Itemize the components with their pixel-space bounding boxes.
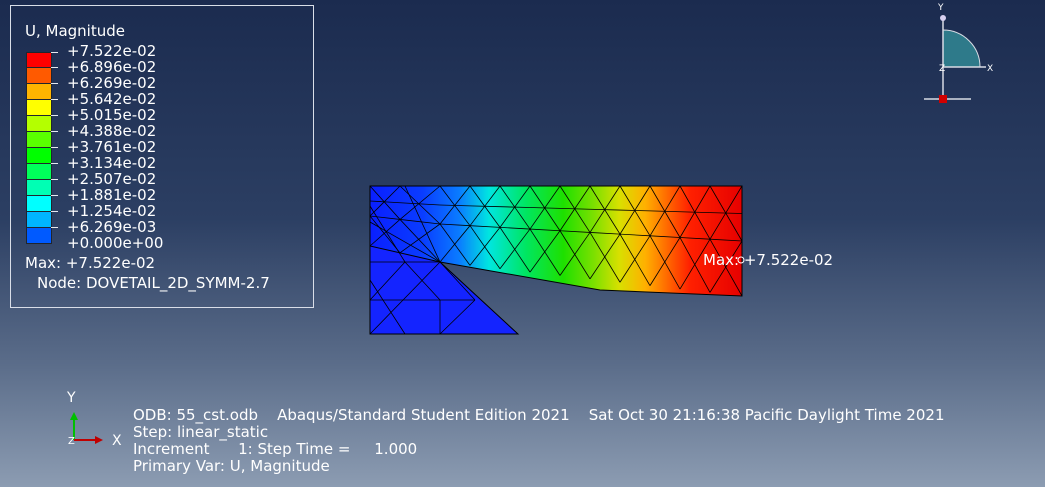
- legend-label: +4.388e-02: [67, 122, 157, 140]
- legend-label: +6.269e-03: [67, 218, 157, 236]
- legend-swatch: [26, 83, 58, 100]
- footer-primary-var: Primary Var: U, Magnitude: [133, 457, 330, 475]
- legend-label: +6.896e-02: [67, 58, 157, 76]
- legend-swatch: [26, 99, 58, 116]
- legend-labels: +7.522e-02 +6.896e-02 +6.269e-02 +5.642e-02…: [67, 43, 163, 251]
- axis-y-label: Y: [66, 390, 76, 406]
- legend-max-value: Max: +7.522e-02: [25, 254, 156, 272]
- legend-label: +3.761e-02: [67, 138, 157, 156]
- legend-swatch: [26, 163, 58, 180]
- axis-z-label: Z: [68, 436, 75, 447]
- legend-swatch: [26, 211, 58, 228]
- legend-max-node: Node: DOVETAIL_2D_SYMM-2.7: [37, 274, 270, 292]
- legend-label: +5.015e-02: [67, 106, 157, 124]
- footer-line-odb: ODB: 55_cst.odb Abaqus/Standard Student …: [133, 407, 944, 424]
- software-edition: Abaqus/Standard Student Edition 2021: [277, 406, 570, 424]
- max-marker: Max: +7.522e-02: [703, 251, 833, 269]
- legend-label: +3.134e-02: [67, 154, 157, 172]
- legend-title: U, Magnitude: [25, 22, 125, 40]
- legend-swatch: [26, 67, 58, 84]
- max-marker-label: Max: +7.522e-02: [703, 251, 833, 269]
- legend-swatch: [26, 147, 58, 164]
- legend-label: +0.000e+00: [67, 234, 164, 252]
- coordinate-triad: Y X Z: [66, 390, 122, 449]
- odb-name: ODB: 55_cst.odb: [133, 406, 258, 424]
- footer-step: Step: linear_static: [133, 423, 269, 441]
- footer-increment: Increment 1: Step Time = 1.000: [133, 440, 418, 458]
- legend-swatch: [26, 115, 58, 132]
- legend-swatch: [26, 227, 58, 244]
- legend-label: +7.522e-02: [67, 42, 157, 60]
- legend-panel: U, Magnitude +7.522e-02 +6.896e-02 +6.269e…: [10, 5, 314, 308]
- legend-color-bar: [26, 52, 58, 244]
- legend-label: +1.254e-02: [67, 202, 157, 220]
- view-triad[interactable]: Y X Z: [924, 3, 993, 103]
- legend-swatch: [26, 195, 58, 212]
- timestamp: Sat Oct 30 21:16:38 Pacific Daylight Tim…: [588, 406, 945, 424]
- triad-z-label: Z: [939, 64, 945, 74]
- axis-x-label: X: [112, 433, 122, 449]
- legend-label: +5.642e-02: [67, 90, 157, 108]
- triad-x-label: X: [987, 64, 993, 74]
- triad-origin-icon: [939, 95, 947, 103]
- triad-quadrant-icon: [942, 29, 981, 68]
- max-marker-dot: [737, 256, 745, 264]
- legend-swatch: [26, 131, 58, 148]
- mesh-element-edges: [369, 185, 743, 335]
- legend-label: +1.881e-02: [67, 186, 157, 204]
- legend-swatch: [26, 179, 58, 196]
- viewport-info-footer: ODB: 55_cst.odb Abaqus/Standard Student …: [133, 407, 944, 475]
- triad-y-label: Y: [937, 3, 944, 13]
- legend-swatch: [26, 52, 58, 68]
- legend-label: +6.269e-02: [67, 74, 157, 92]
- legend-label: +2.507e-02: [67, 170, 157, 188]
